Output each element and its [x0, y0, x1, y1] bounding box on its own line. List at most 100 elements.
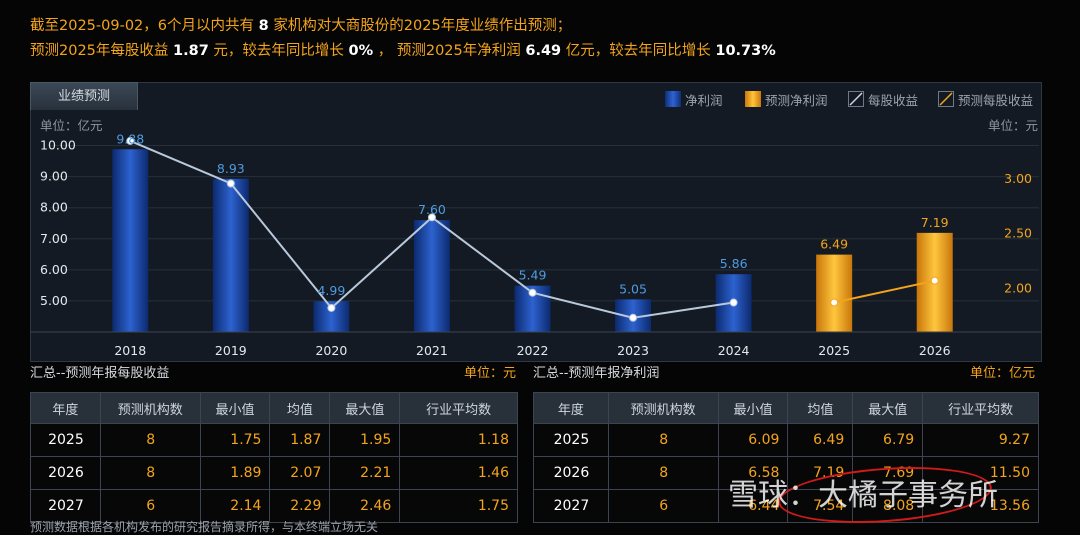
cell-count: 6 — [99, 489, 201, 523]
net-profit-bar — [112, 149, 149, 332]
eps-point — [327, 303, 336, 312]
np-table-title: 汇总--预测年报净利润 — [533, 366, 660, 381]
cell-max: 1.95 — [329, 423, 401, 457]
forecast-eps-point — [930, 276, 939, 285]
eps-point — [427, 213, 436, 222]
right-tick-label: 3.00 — [1004, 171, 1032, 186]
cell-mean: 1.87 — [269, 423, 331, 457]
cell-industry-avg: 1.18 — [399, 423, 518, 457]
cell-min: 2.14 — [199, 489, 271, 523]
separator: ， — [377, 43, 393, 59]
cell-industry-avg: 9.27 — [922, 423, 1039, 457]
cell-max: 8.08 — [852, 489, 924, 523]
net-profit-bar — [212, 178, 249, 332]
net-profit-growth: 10.73% — [715, 43, 776, 59]
legend-label: 每股收益 — [868, 92, 919, 108]
legend-forecast-net-profit[interactable]: 预测净利润 — [745, 89, 828, 109]
col-header: 最小值 — [199, 392, 271, 424]
legend-net-profit[interactable]: 净利润 — [665, 89, 723, 109]
cell-year: 2025 — [533, 423, 609, 457]
net-profit-label: 4.99 — [317, 283, 345, 298]
cell-year: 2025 — [30, 423, 101, 457]
watermark: 雪球：大橘子事务所 — [728, 478, 998, 513]
left-tick-label: 10.00 — [40, 138, 76, 153]
net-profit-label: 5.05 — [619, 281, 647, 296]
legend-label: 预测每股收益 — [958, 92, 1034, 108]
cell-max: 7.69 — [852, 456, 924, 490]
net-profit-unit: 亿元，较去年同比增长 — [565, 43, 711, 59]
right-tick-label: 2.50 — [1004, 226, 1032, 241]
x-tick-label: 2026 — [919, 343, 951, 358]
eps-label: 预测2025年每股收益 — [30, 43, 169, 59]
eps-point — [226, 179, 235, 188]
forecast-summary: 截至2025-09-02，6个月以内共有 8 家机构对大商股份的2025年度业绩… — [30, 14, 1040, 64]
cell-count: 8 — [99, 423, 201, 457]
eps-forecast-table: 年度 预测机构数 最小值 均值 最大值 行业平均数 2025 8 1.75 1.… — [30, 392, 518, 523]
x-tick-label: 2024 — [718, 343, 750, 358]
table-row: 2027 6 6.44 7.54 8.08 13.56 — [533, 489, 1039, 523]
eps-value: 1.87 — [173, 43, 209, 59]
net-profit-label: 5.86 — [720, 256, 748, 271]
line-swatch-icon — [848, 91, 864, 107]
col-header: 行业平均数 — [399, 392, 518, 424]
tab-forecast[interactable]: 业绩预测 — [30, 82, 138, 110]
left-tick-label: 8.00 — [40, 200, 68, 215]
col-header: 预测机构数 — [607, 392, 719, 424]
cell-industry-avg: 13.56 — [922, 489, 1039, 523]
cell-count: 8 — [99, 456, 201, 490]
net-profit-label: 8.93 — [217, 161, 245, 176]
cell-year: 2026 — [30, 456, 101, 490]
forecast-net-profit-bar — [816, 254, 853, 332]
eps-point — [126, 136, 135, 145]
cell-mean: 2.07 — [269, 456, 331, 490]
forecast-net-profit-label: 6.49 — [820, 237, 848, 252]
cell-max: 2.46 — [329, 489, 401, 523]
cell-min: 6.44 — [717, 489, 789, 523]
left-tick-label: 7.00 — [40, 231, 68, 246]
eps-table-unit: 单位：元 — [464, 366, 517, 381]
cell-mean: 7.54 — [787, 489, 854, 523]
forecast-net-profit-label: 7.19 — [921, 215, 949, 230]
col-header: 最小值 — [717, 392, 789, 424]
forecast-eps-point — [830, 298, 839, 307]
eps-table-title: 汇总--预测年报每股收益 — [30, 366, 170, 381]
net-profit-label: 预测2025年净利润 — [396, 43, 521, 59]
bar-swatch-icon — [665, 91, 681, 107]
cell-mean: 6.49 — [787, 423, 854, 457]
net-profit-bar — [413, 220, 450, 332]
col-header: 最大值 — [852, 392, 924, 424]
bar-swatch-icon — [745, 91, 761, 107]
x-tick-label: 2019 — [215, 343, 247, 358]
col-header: 预测机构数 — [99, 392, 201, 424]
col-header: 均值 — [269, 392, 331, 424]
eps-point — [528, 288, 537, 297]
org-count: 8 — [258, 18, 269, 34]
cell-min: 6.09 — [717, 423, 789, 457]
table-row: 2027 6 2.14 2.29 2.46 1.75 — [30, 489, 518, 523]
x-tick-label: 2022 — [517, 343, 549, 358]
legend-eps[interactable]: 每股收益 — [848, 89, 918, 109]
cell-count: 6 — [607, 489, 719, 523]
summary-line-2: 预测2025年每股收益 1.87 元，较去年同比增长 0% ， 预测2025年净… — [30, 39, 1040, 64]
cell-industry-avg: 1.46 — [399, 456, 518, 490]
legend-forecast-eps[interactable]: 预测每股收益 — [938, 89, 1033, 109]
summary-line-1: 截至2025-09-02，6个月以内共有 8 家机构对大商股份的2025年度业绩… — [30, 14, 1040, 39]
table-row: 2026 8 6.58 7.19 7.69 11.50 — [533, 456, 1039, 490]
cell-year: 2026 — [533, 456, 609, 490]
table-row: 2025 8 6.09 6.49 6.79 9.27 — [533, 423, 1039, 457]
col-header: 最大值 — [329, 392, 401, 424]
cell-year: 2027 — [30, 489, 101, 523]
line-swatch-icon — [938, 91, 954, 107]
cell-max: 6.79 — [852, 423, 924, 457]
col-header: 均值 — [787, 392, 854, 424]
x-tick-label: 2018 — [114, 343, 146, 358]
x-tick-label: 2025 — [818, 343, 850, 358]
cell-min: 1.89 — [199, 456, 271, 490]
cell-min: 1.75 — [199, 423, 271, 457]
left-tick-label: 5.00 — [40, 293, 68, 308]
table-row: 2026 8 1.89 2.07 2.21 1.46 — [30, 456, 518, 490]
legend-label: 预测净利润 — [765, 92, 828, 108]
cell-count: 8 — [607, 423, 719, 457]
table-row: 2025 8 1.75 1.87 1.95 1.18 — [30, 423, 518, 457]
cell-industry-avg: 11.50 — [922, 456, 1039, 490]
